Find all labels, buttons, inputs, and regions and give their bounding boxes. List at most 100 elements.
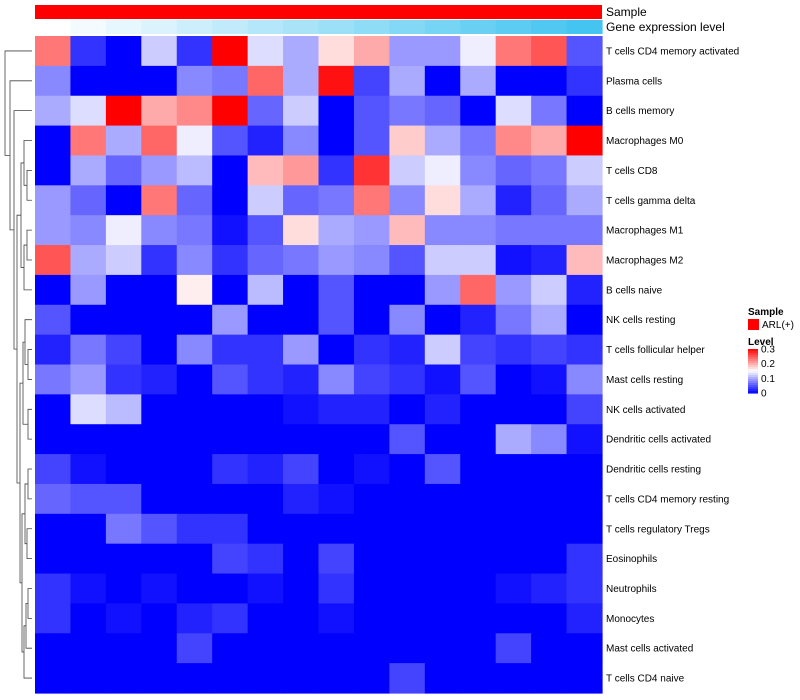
heatmap-cell	[283, 304, 320, 336]
heatmap-cell	[460, 334, 497, 366]
heatmap-cell	[353, 454, 390, 485]
heatmap-cell	[318, 513, 355, 545]
heatmap-cell	[141, 573, 178, 605]
heatmap-cell	[212, 245, 249, 276]
heatmap-cell	[318, 663, 355, 694]
heatmap-cell	[212, 513, 249, 545]
heatmap-cell	[531, 125, 568, 157]
row-label: T cells regulatory Tregs	[606, 524, 710, 535]
dendrogram-branch	[20, 162, 24, 268]
heatmap-cell	[70, 65, 107, 97]
heatmap-cell	[495, 364, 532, 395]
heatmap-cell	[353, 603, 390, 634]
heatmap-cell	[35, 543, 72, 575]
heatmap-cell	[566, 274, 603, 306]
heatmap-cell	[389, 424, 426, 455]
heatmap-cell	[566, 245, 603, 276]
heatmap-cell	[566, 424, 603, 455]
annotation-cell-expression	[318, 20, 355, 34]
heatmap-cell	[70, 245, 107, 276]
heatmap-cell	[176, 215, 213, 246]
heatmap-cell	[283, 274, 320, 306]
heatmap-cell	[247, 394, 284, 425]
heatmap-cell	[353, 65, 390, 97]
heatmap-cell	[283, 95, 320, 127]
heatmap-cell	[212, 364, 249, 395]
dendrogram-branch	[19, 382, 23, 584]
heatmap-cell	[105, 185, 142, 216]
heatmap-cell	[176, 543, 213, 575]
heatmap-cell	[566, 454, 603, 485]
heatmap-cell	[531, 633, 568, 664]
heatmap-cell	[70, 454, 107, 485]
heatmap-cell	[318, 304, 355, 336]
annotation-cell-expression	[70, 20, 107, 34]
heatmap-cell	[247, 334, 284, 366]
heatmap-cell	[105, 454, 142, 485]
heatmap-cell	[389, 603, 426, 634]
heatmap-cell	[247, 36, 284, 67]
heatmap-cell	[176, 274, 213, 306]
heatmap-cell	[318, 274, 355, 306]
row-label: T cells gamma delta	[606, 196, 696, 207]
heatmap-cell	[141, 543, 178, 575]
heatmap-cell	[318, 215, 355, 246]
heatmap-cell	[495, 65, 532, 97]
annotation-cell-expression	[389, 20, 426, 34]
heatmap-cell	[212, 454, 249, 485]
row-label: Monocytes	[606, 614, 654, 625]
heatmap-cell	[531, 573, 568, 605]
heatmap-cell	[70, 543, 107, 575]
heatmap-cell	[353, 274, 390, 306]
heatmap-cell	[353, 573, 390, 605]
heatmap-cell	[495, 185, 532, 216]
row-label: T cells CD8	[606, 166, 658, 177]
heatmap-cell	[247, 364, 284, 395]
heatmap-cell	[389, 513, 426, 545]
heatmap-cell	[70, 513, 107, 545]
heatmap-cell	[212, 483, 249, 515]
heatmap-cell	[247, 454, 284, 485]
heatmap-cell	[353, 36, 390, 67]
heatmap-cell	[247, 125, 284, 157]
heatmap-cell	[531, 304, 568, 336]
heatmap-cell	[424, 543, 461, 575]
heatmap-cell	[247, 573, 284, 605]
heatmap-cell	[389, 454, 426, 485]
annotation-label: Sample	[606, 5, 647, 19]
heatmap-cell	[495, 394, 532, 425]
legend-color-step	[748, 369, 758, 372]
heatmap-cell	[105, 573, 142, 605]
annotation-cell-expression	[141, 20, 178, 34]
heatmap-cell	[283, 245, 320, 276]
heatmap-cell	[566, 364, 603, 395]
heatmap-cell	[424, 513, 461, 545]
heatmap-cell	[141, 274, 178, 306]
heatmap-cell	[141, 633, 178, 664]
row-label: Eosinophils	[606, 554, 657, 565]
row-label: Dendritic cells resting	[606, 465, 701, 476]
annotation-cell-expression	[495, 20, 532, 34]
row-label: Mast cells activated	[606, 644, 693, 655]
heatmap-cell	[212, 543, 249, 575]
heatmap-cell	[389, 304, 426, 336]
heatmap-cell	[495, 424, 532, 455]
heatmap-cell	[141, 424, 178, 455]
heatmap-cell	[176, 125, 213, 157]
column-annotation-bars	[35, 5, 603, 34]
legend-color-step	[748, 383, 758, 386]
heatmap-cell	[460, 185, 497, 216]
legend-color-step	[748, 375, 758, 378]
heatmap-cell	[566, 663, 603, 694]
heatmap-cell	[566, 513, 603, 545]
dendrogram-branch	[23, 625, 32, 679]
heatmap-cell	[283, 543, 320, 575]
heatmap-cell	[531, 454, 568, 485]
annotation-cell-expression	[460, 20, 497, 34]
heatmap-cell	[389, 36, 426, 67]
row-label: T cells CD4 memory activated	[606, 46, 739, 57]
row-label: Macrophages M0	[606, 136, 684, 147]
heatmap-cell	[460, 304, 497, 336]
heatmap-cell	[318, 454, 355, 485]
heatmap-cell	[318, 155, 355, 186]
